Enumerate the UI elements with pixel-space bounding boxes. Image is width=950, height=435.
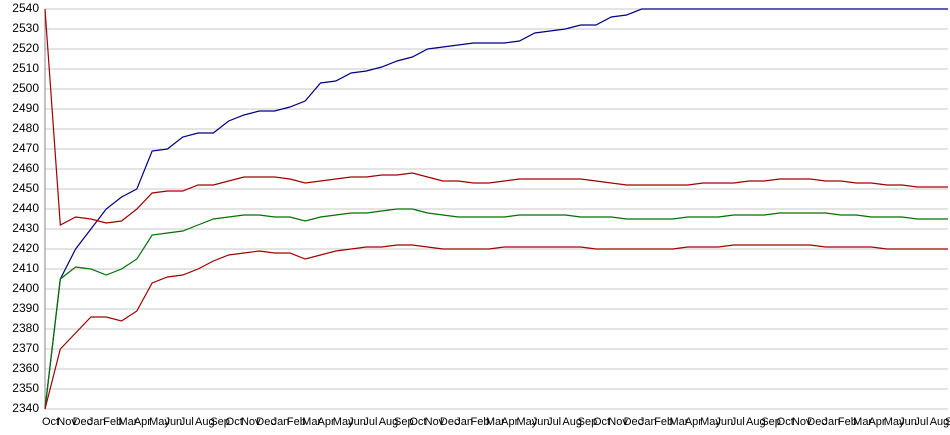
x-tick-label: Apr [317,416,334,428]
x-tick-label: Feb [103,416,122,428]
x-tick-label: Sep [945,416,950,428]
y-tick-label: 2500 [12,81,39,95]
x-tick-label: Dec [624,416,644,428]
y-tick-label: 2540 [12,1,39,15]
y-tick-label: 2390 [12,301,39,315]
x-tick-label: Nov [57,416,77,428]
x-tick-label: Jul [547,416,561,428]
x-tick-label: Jul [180,416,194,428]
series-line [44,8,948,410]
x-tick-label: Jun [715,416,733,428]
x-tick-label: Apr [868,416,885,428]
y-tick-label: 2460 [12,161,39,175]
x-tick-label: Feb [287,416,306,428]
x-tick-label: Sep [761,416,781,428]
x-tick-label: May [516,416,537,428]
y-tick-label: 2340 [12,401,39,415]
x-tick-label: Aug [562,416,582,428]
x-tick-label: Jan [455,416,473,428]
x-tick-label: Feb [471,416,490,428]
x-tick-label: Dec [73,416,93,428]
y-tick-label: 2400 [12,281,39,295]
y-tick-label: 2530 [12,21,39,35]
x-tick-label: Sep [394,416,414,428]
y-tick-label: 2510 [12,61,39,75]
series-line [44,8,948,226]
x-tick-label: Jul [914,416,928,428]
y-tick-label: 2380 [12,321,39,335]
y-tick-label: 2490 [12,101,39,115]
y-tick-label: 2430 [12,221,39,235]
x-tick-label: Mar [853,416,872,428]
x-tick-label: Oct [409,416,426,428]
x-tick-label: Jan [272,416,290,428]
y-tick-label: 2410 [12,261,39,275]
x-tick-label: Aug [195,416,215,428]
x-tick-label: Jun [164,416,182,428]
x-tick-label: Dec [256,416,276,428]
y-tick-label: 2350 [12,381,39,395]
x-tick-label: Oct [777,416,794,428]
x-tick-label: Mar [119,416,138,428]
x-tick-label: Oct [593,416,610,428]
x-tick-label: Dec [440,416,460,428]
x-tick-label: May [700,416,721,428]
x-tick-label: Nov [241,416,261,428]
x-tick-label: Feb [654,416,673,428]
x-tick-label: Mar [670,416,689,428]
x-tick-label: Feb [838,416,857,428]
x-tick-label: Mar [302,416,321,428]
x-tick-label: Nov [608,416,628,428]
y-tick-label: 2470 [12,141,39,155]
x-tick-label: Aug [379,416,399,428]
y-tick-label: 2370 [12,341,39,355]
x-tick-label: Oct [226,416,243,428]
x-tick-label: Dec [807,416,827,428]
x-tick-label: Mar [486,416,505,428]
x-tick-label: Aug [930,416,950,428]
x-tick-label: Apr [501,416,518,428]
x-tick-label: Sep [210,416,230,428]
x-tick-label: May [333,416,354,428]
x-tick-label: Jul [363,416,377,428]
x-tick-label: Nov [792,416,812,428]
x-tick-label: Jun [348,416,366,428]
x-tick-label: Apr [134,416,151,428]
x-tick-label: Oct [42,416,59,428]
x-tick-label: Jun [899,416,917,428]
series-line [44,208,948,410]
y-tick-label: 2440 [12,201,39,215]
x-tick-label: Apr [685,416,702,428]
y-tick-label: 2520 [12,41,39,55]
x-tick-label: Nov [425,416,445,428]
x-tick-label: Jan [88,416,106,428]
series-line [44,244,948,410]
x-tick-label: May [149,416,170,428]
y-tick-label: 2360 [12,361,39,375]
x-tick-label: Jul [731,416,745,428]
x-tick-label: Sep [578,416,598,428]
x-tick-label: Jan [639,416,657,428]
x-tick-label: May [884,416,905,428]
x-tick-label: Jan [823,416,841,428]
y-tick-label: 2450 [12,181,39,195]
x-tick-label: Jun [532,416,550,428]
y-tick-label: 2420 [12,241,39,255]
x-tick-label: Aug [746,416,766,428]
y-tick-label: 2480 [12,121,39,135]
